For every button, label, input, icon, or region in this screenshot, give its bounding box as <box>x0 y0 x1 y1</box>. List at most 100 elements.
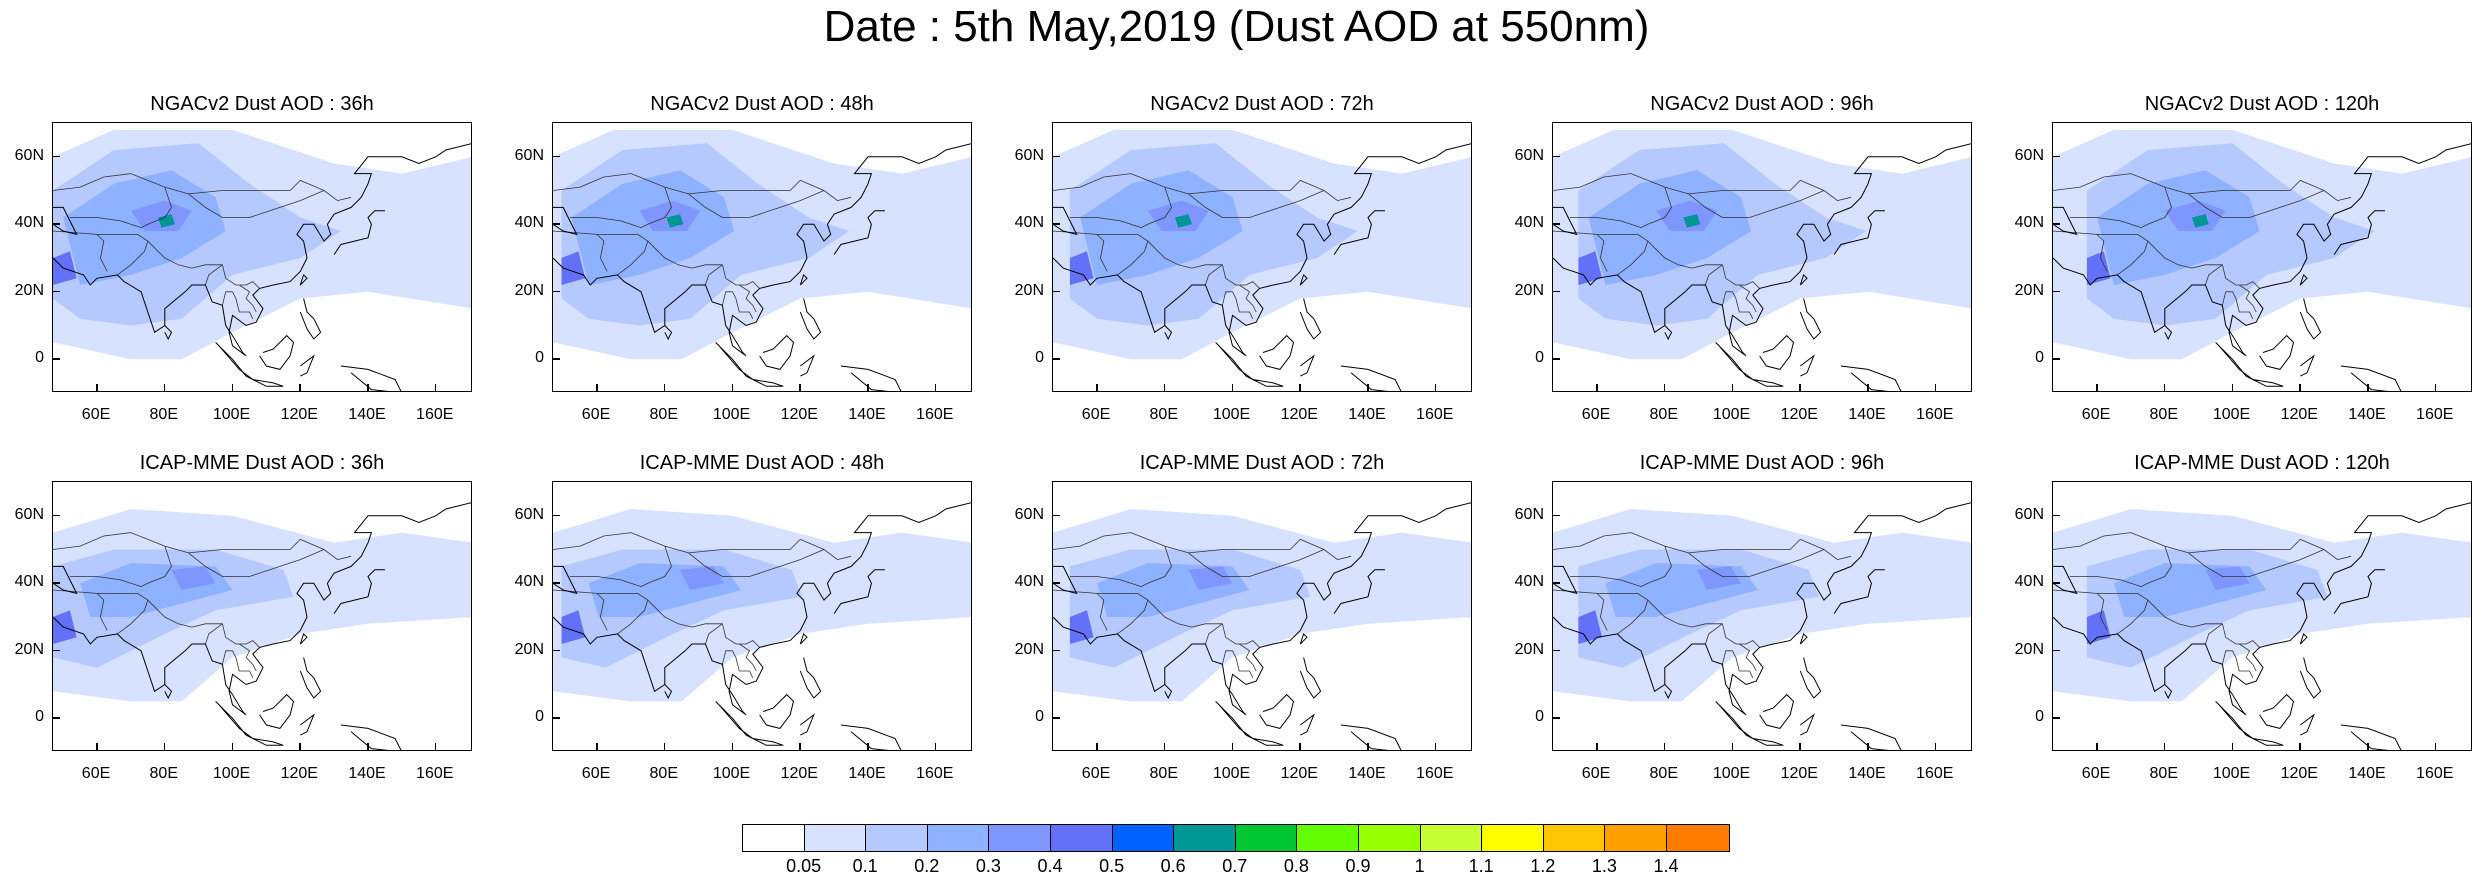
country-border <box>705 264 723 286</box>
lat-tick <box>552 717 560 719</box>
lat-tick-label: 0 <box>35 708 44 726</box>
coastline <box>2164 325 2173 341</box>
country-border <box>1239 284 1257 313</box>
coastline <box>53 565 78 595</box>
country-border <box>239 643 257 672</box>
lon-tick-label: 140E <box>1348 406 1386 423</box>
lon-tick-label: 80E <box>1649 765 1678 782</box>
coastline <box>1664 325 1673 341</box>
lon-tick-label: 80E <box>1149 765 1178 782</box>
dust-plume <box>1697 566 1741 590</box>
coastline <box>2333 210 2385 255</box>
country-border <box>1053 230 1260 289</box>
dust-plume <box>680 566 724 590</box>
lat-tick <box>1552 717 1560 719</box>
lon-tick <box>1231 743 1234 751</box>
map-frame <box>1052 481 1472 751</box>
lat-tick-label: 20N <box>14 640 44 658</box>
lon-tick <box>731 743 734 751</box>
coastline <box>2299 657 2322 699</box>
colorbar-swatch <box>1174 825 1236 851</box>
coastline <box>2299 632 2308 645</box>
lat-tick-label: 0 <box>1535 349 1544 367</box>
dust-map <box>1553 502 1971 750</box>
lat-tick <box>1052 514 1060 517</box>
lon-tick <box>1096 743 1098 751</box>
lon-tick-label: 60E <box>81 406 111 423</box>
coastline <box>53 206 78 236</box>
coastline <box>2299 273 2308 286</box>
colorbar-boxes <box>742 824 1730 852</box>
map-frame <box>552 122 972 392</box>
lat-tick <box>1552 649 1560 652</box>
lat-tick-label: 60N <box>1514 146 1544 164</box>
lon-tick-label: 140E <box>1348 765 1386 782</box>
lat-tick-label: 20N <box>1014 640 1044 658</box>
coastline <box>1799 657 1822 699</box>
lon-tick-label: 120E <box>2280 406 2318 423</box>
map-frame <box>1552 122 1972 392</box>
lon-tick-label: 100E <box>1212 406 1251 423</box>
coastline <box>800 354 815 377</box>
coastline <box>553 565 578 595</box>
coastline <box>1053 206 1078 236</box>
dust-plume <box>666 214 684 228</box>
colorbar-label: 1.1 <box>1468 856 1494 876</box>
country-border <box>69 545 172 588</box>
lon-tick <box>1596 743 1598 751</box>
colorbar-label: 0.5 <box>1099 856 1125 876</box>
dust-map <box>1053 129 1471 391</box>
coastline <box>1553 502 1971 716</box>
country-border <box>596 593 608 631</box>
coastline <box>833 210 885 255</box>
coastline <box>1340 365 1402 391</box>
country-border <box>1188 549 1325 577</box>
coastline <box>1259 334 1295 370</box>
country-border <box>2117 599 2149 635</box>
lon-tick <box>2096 743 2098 751</box>
country-border <box>1705 623 1723 645</box>
country-border <box>1688 549 1825 577</box>
coastline <box>1553 143 1971 357</box>
lon-tick-label: 140E <box>848 765 886 782</box>
colorbar-label: 1 <box>1414 856 1425 876</box>
panel-title: ICAP-MME Dust AOD : 36h <box>139 452 385 474</box>
coastline <box>333 569 385 614</box>
country-border <box>1096 234 1108 272</box>
lat-tick <box>1052 223 1060 225</box>
coastline <box>1333 569 1385 614</box>
dust-plume <box>1174 214 1192 228</box>
lat-tick <box>1052 155 1060 158</box>
lat-tick-label: 60N <box>514 146 544 164</box>
lon-tick <box>434 384 437 392</box>
lon-tick-label: 60E <box>1081 765 1111 782</box>
lon-tick-label: 80E <box>149 765 178 782</box>
coastline <box>1053 502 1471 716</box>
coastline <box>553 502 971 716</box>
lon-tick-label: 80E <box>649 765 678 782</box>
country-border <box>722 650 754 678</box>
coastline <box>1259 693 1295 729</box>
coastline <box>1799 273 1808 286</box>
country-border <box>1069 545 1172 588</box>
lon-tick <box>2367 743 2369 751</box>
lat-tick <box>1552 582 1560 584</box>
dust-plume <box>171 566 216 590</box>
dust-map <box>53 129 471 391</box>
colorbar-label: 0.2 <box>914 856 940 876</box>
coastline <box>2252 379 2284 387</box>
map-panel: NGACv2 Dust AOD : 96h 60N 40N 20N 0 60E 80E 100… <box>1500 92 1972 472</box>
lon-tick-label: 160E <box>916 765 954 782</box>
lon-tick-label: 120E <box>1280 406 1318 423</box>
country-border <box>2222 650 2254 678</box>
map-frame <box>552 481 972 751</box>
colorbar-label: 0.7 <box>1222 856 1248 876</box>
country-border <box>2188 549 2325 577</box>
coastline <box>1053 143 1471 357</box>
lon-tick-label: 100E <box>1212 765 1251 782</box>
colorbar-swatch <box>1605 825 1667 851</box>
lon-tick-label: 140E <box>1848 406 1886 423</box>
coastline <box>799 632 808 645</box>
map-frame <box>1552 481 1972 751</box>
country-border <box>1553 589 1760 648</box>
